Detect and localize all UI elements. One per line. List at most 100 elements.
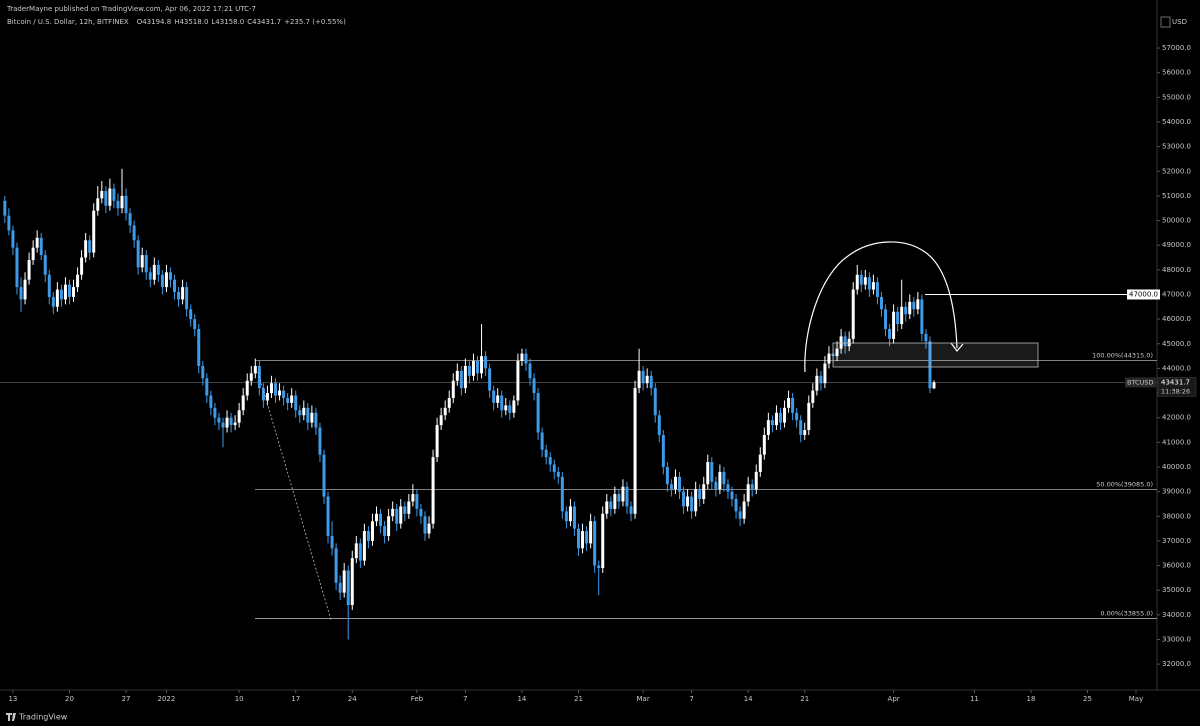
y-tick-label: 39000.0 — [1162, 488, 1191, 496]
candle-body — [884, 309, 888, 329]
candle-body — [686, 496, 690, 507]
x-tick-label: 17 — [291, 695, 300, 703]
candle-body — [19, 287, 23, 300]
candle-body — [677, 476, 681, 492]
candle-body — [552, 464, 556, 472]
candle-body — [72, 287, 76, 297]
candle-body — [431, 457, 435, 524]
candle-body — [621, 486, 625, 502]
candle-body — [710, 462, 714, 482]
candle-body — [217, 417, 221, 423]
footer — [0, 708, 1200, 726]
candle-body — [536, 393, 540, 433]
candle-body — [383, 526, 387, 536]
candle-body — [168, 272, 172, 280]
candle-body — [863, 277, 867, 285]
candle-body — [282, 390, 286, 398]
candle-body — [597, 565, 601, 569]
candle-body — [855, 274, 859, 290]
x-tick-label: 27 — [122, 695, 131, 703]
candle-body — [774, 412, 778, 426]
candle-body — [512, 400, 516, 413]
x-tick-label: 10 — [235, 695, 244, 703]
candle-body — [920, 299, 924, 334]
candle-body — [112, 188, 116, 201]
x-tick-label: 7 — [463, 695, 467, 703]
candle-body — [520, 353, 524, 362]
candle-body — [160, 274, 164, 288]
candle-body — [358, 543, 362, 561]
candle-body — [391, 508, 395, 517]
candle-body — [423, 516, 427, 534]
candle-body — [508, 405, 512, 413]
candle-body — [783, 407, 787, 423]
candle-body — [746, 484, 750, 502]
candle-body — [330, 535, 334, 549]
candle-body — [290, 395, 294, 403]
candle-body — [572, 506, 576, 529]
candle-body — [702, 484, 706, 500]
y-tick-label: 40000.0 — [1162, 463, 1191, 471]
candle-body — [657, 415, 661, 435]
y-tick-label: 34000.0 — [1162, 611, 1191, 619]
candle-body — [718, 471, 722, 490]
y-tick-label: 49000.0 — [1162, 241, 1191, 249]
candle-body — [892, 311, 896, 339]
candle-body — [528, 363, 532, 379]
candle-body — [209, 395, 213, 408]
candle-body — [924, 333, 928, 342]
x-tick-label: 21 — [800, 695, 809, 703]
candle-body — [310, 412, 314, 423]
candle-body — [803, 430, 807, 435]
candle-body — [560, 476, 564, 512]
candle-body — [641, 370, 645, 384]
candle-body — [403, 506, 407, 514]
candle-body — [851, 289, 855, 339]
candle-body — [100, 190, 104, 199]
candle-body — [791, 397, 795, 413]
y-tick-label: 48000.0 — [1162, 266, 1191, 274]
candle-body — [778, 412, 782, 423]
dashed-trend — [257, 371, 332, 621]
candle-body — [540, 432, 544, 450]
candle-body — [156, 264, 160, 275]
candle-body — [241, 395, 245, 411]
legend-open: O43194.8 — [137, 18, 171, 26]
candle-body — [439, 415, 443, 426]
candle-body — [419, 508, 423, 517]
candle-body — [871, 282, 875, 290]
x-tick-label: 14 — [744, 695, 753, 703]
candle-body — [108, 188, 112, 206]
candle-body — [532, 378, 536, 394]
candle-body — [770, 420, 774, 426]
last-price-box — [1157, 377, 1197, 397]
candle-body — [253, 365, 257, 374]
candle-body — [55, 289, 59, 307]
legend-change: +235.7 (+0.55%) — [284, 18, 346, 26]
candle-body — [148, 272, 152, 280]
line-label-box — [1127, 289, 1160, 300]
candle-body — [564, 511, 568, 522]
candle-body — [835, 348, 839, 357]
candle-body — [484, 356, 488, 369]
candle-body — [366, 531, 370, 541]
candle-body — [912, 301, 916, 310]
candle-body — [326, 496, 330, 536]
candle-body — [904, 306, 908, 315]
candle-body — [177, 292, 181, 300]
candle-body — [524, 353, 528, 364]
y-tick-label: 54000.0 — [1162, 118, 1191, 126]
x-tick-label: 11 — [970, 695, 979, 703]
candle-body — [847, 338, 851, 347]
candle-body — [96, 198, 100, 211]
candle-body — [23, 279, 27, 300]
candle-body — [471, 361, 475, 376]
candle-body — [738, 511, 742, 519]
currency: USD — [1172, 18, 1187, 26]
legend-low: L43158.0 — [211, 18, 244, 26]
candle-body — [51, 296, 55, 307]
candle-body — [875, 282, 879, 297]
x-tick-label: 14 — [517, 695, 526, 703]
candle-body — [879, 296, 883, 310]
candle-body — [758, 454, 762, 472]
